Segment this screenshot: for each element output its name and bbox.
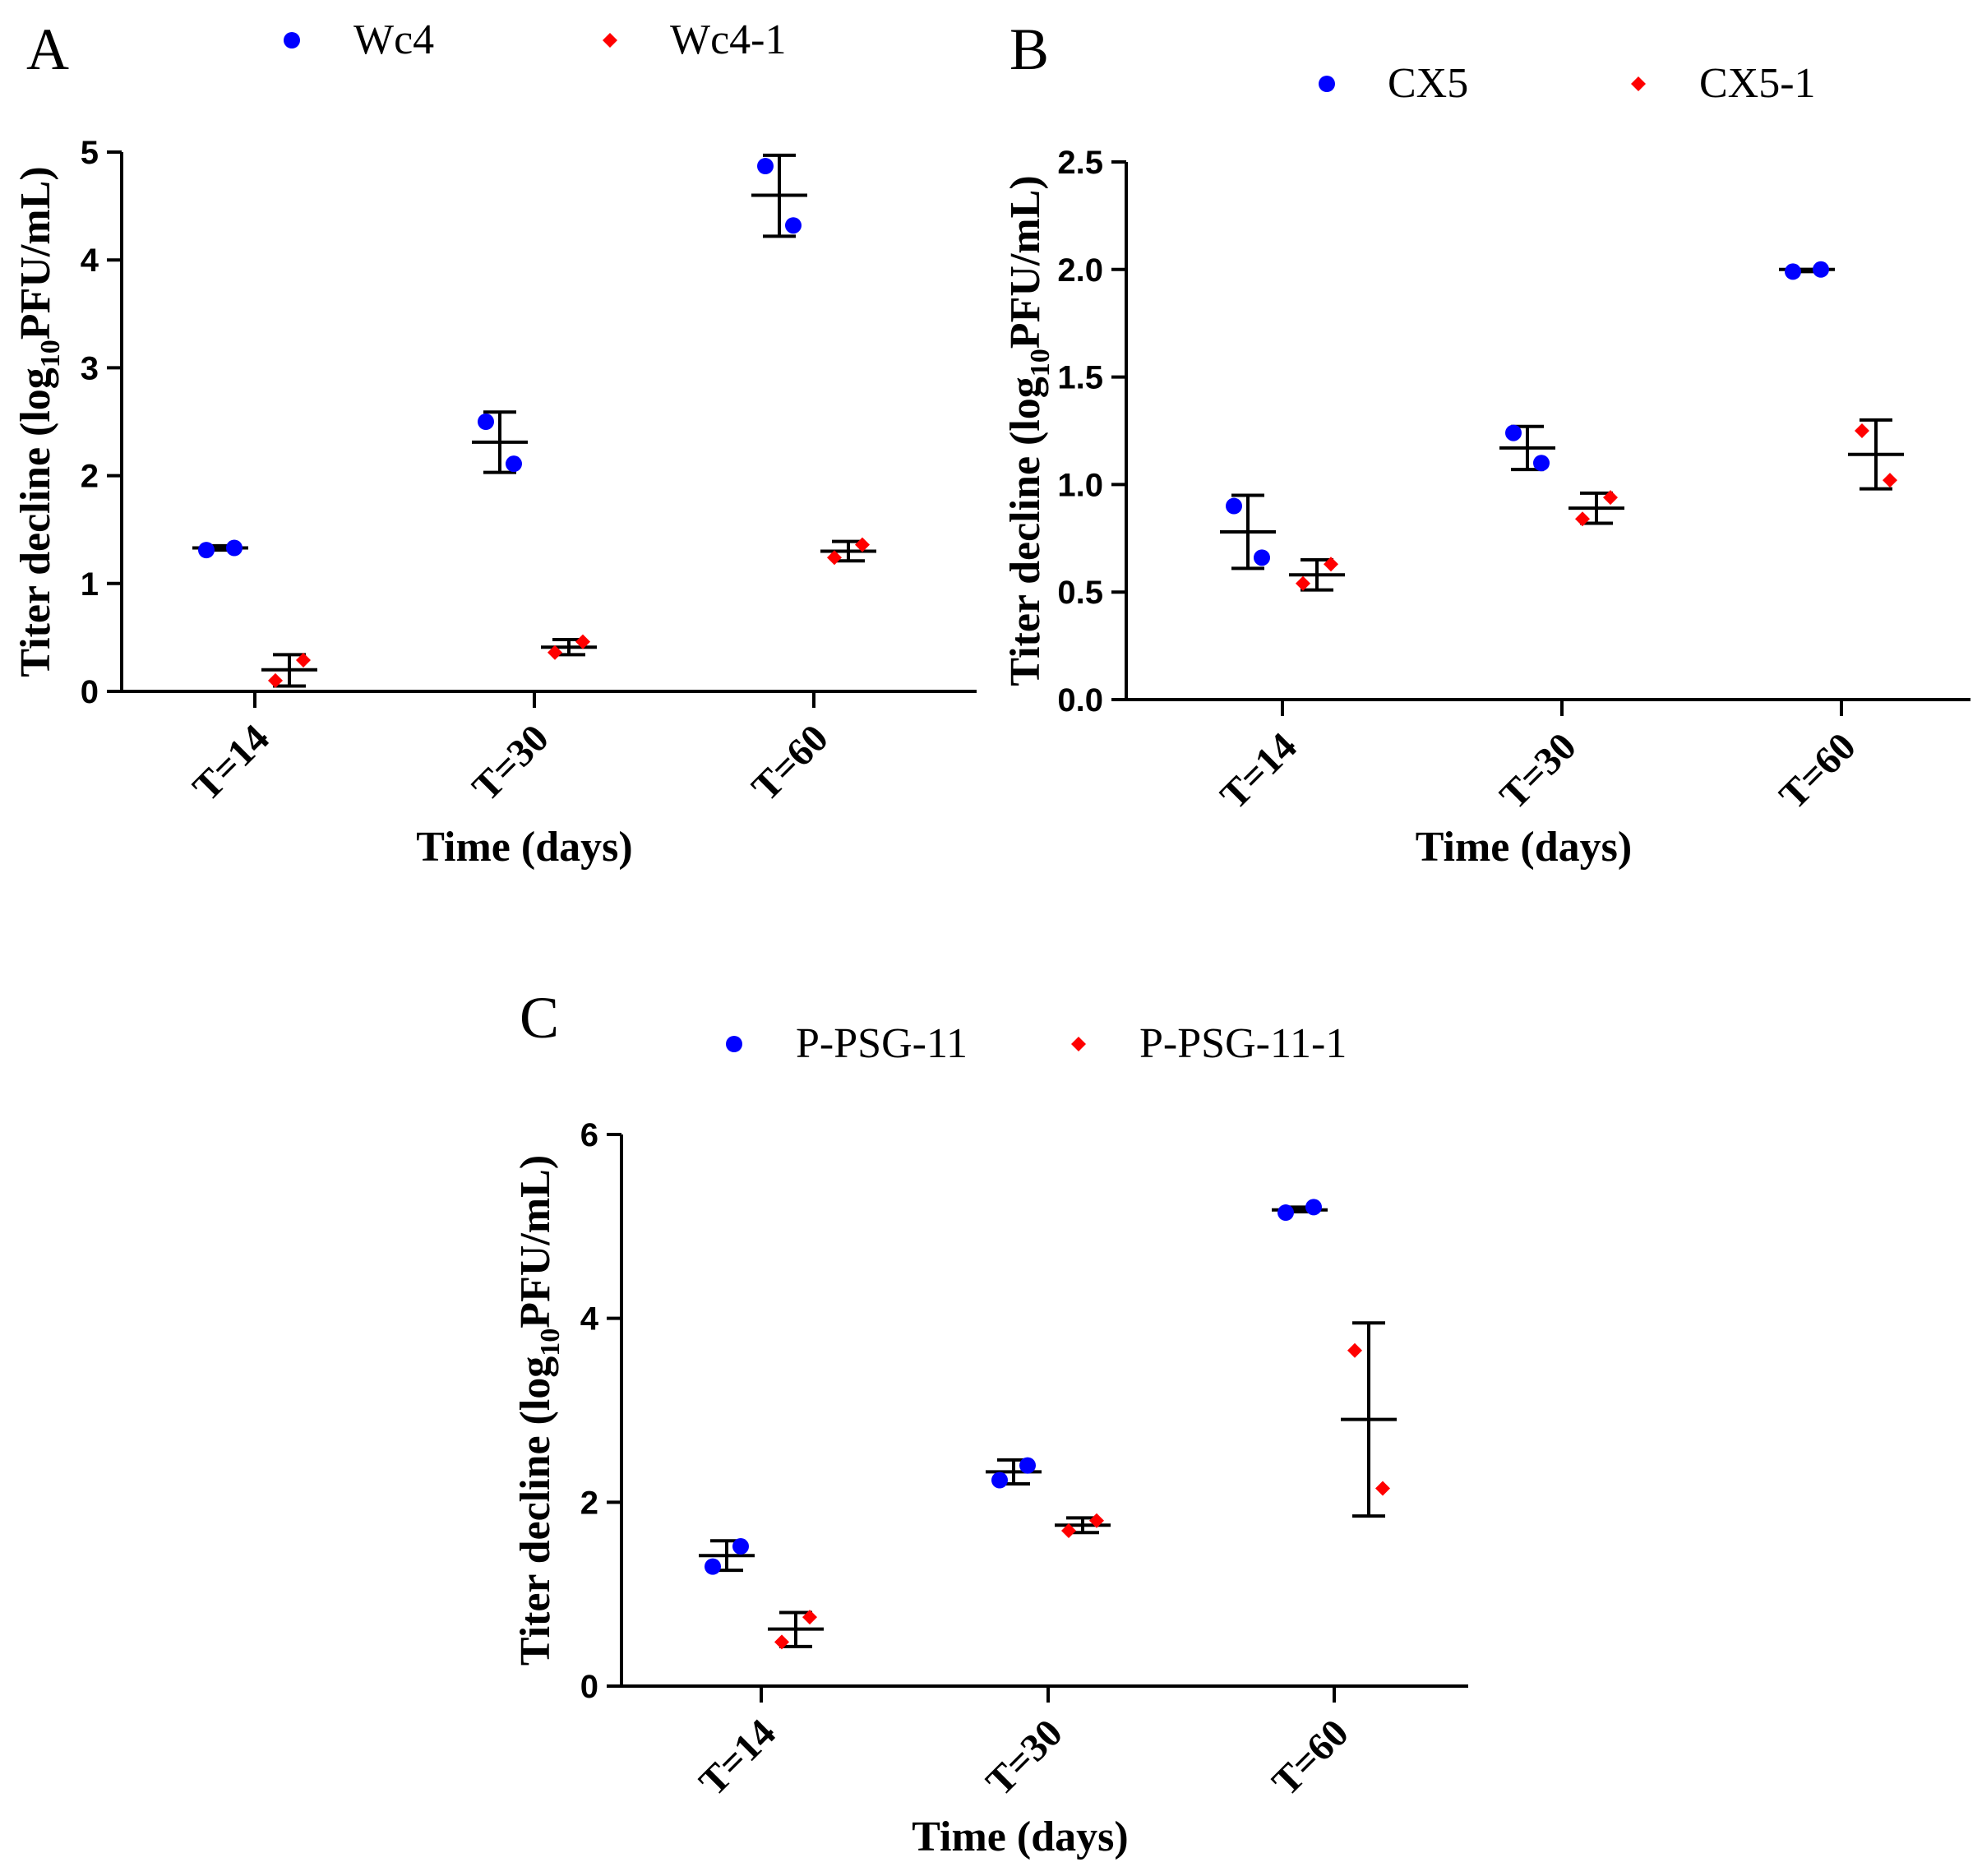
legend-label-1: CX5 xyxy=(1388,60,1468,107)
data-point xyxy=(506,455,522,473)
x-tick-label: T=60 xyxy=(1264,1711,1356,1804)
data-point xyxy=(226,539,243,557)
x-tick-label: T=30 xyxy=(977,1711,1070,1804)
data-point xyxy=(1226,497,1242,515)
panel-b: B CX5 CX5-1 0.0 0.5 1.0 1.5 2.0 2.5 T=14 T=30 T=60 T… xyxy=(1002,16,1970,871)
panel-letter: C xyxy=(520,985,559,1051)
legend-label-1: P-PSG-11 xyxy=(796,1020,968,1067)
data-point xyxy=(1855,423,1869,438)
data-point xyxy=(1375,1481,1390,1496)
y-tick-label: 2 xyxy=(81,459,99,495)
data-point xyxy=(991,1472,1008,1489)
data-point xyxy=(1883,473,1897,488)
x-tick-label: T=14 xyxy=(691,1711,783,1804)
legend-marker-2 xyxy=(1631,76,1646,91)
data-point xyxy=(268,672,283,688)
data-point xyxy=(1347,1342,1362,1358)
x-tick-label: T=30 xyxy=(1491,724,1584,817)
x-tick-label: T=30 xyxy=(464,716,557,809)
data-point xyxy=(478,414,494,430)
data-point xyxy=(1505,424,1522,441)
data-point xyxy=(575,634,590,649)
y-axis-label: Titer decline (log10PFU/mL) xyxy=(12,166,66,677)
data-point xyxy=(827,550,842,566)
data-point xyxy=(1575,511,1590,527)
x-axis-label: Time (days) xyxy=(416,824,632,871)
y-tick-label: 2.0 xyxy=(1057,252,1103,289)
legend-marker-1 xyxy=(1319,76,1335,92)
data-point xyxy=(1305,1199,1322,1216)
data-point xyxy=(1277,1204,1294,1222)
y-tick-label: 0 xyxy=(580,1669,598,1705)
panel-letter: B xyxy=(1009,16,1049,82)
y-tick-label: 2 xyxy=(580,1485,598,1521)
y-tick-label: 1 xyxy=(81,566,99,603)
legend-label-2: P-PSG-11-1 xyxy=(1139,1020,1347,1067)
legend-marker-1 xyxy=(284,32,300,49)
data-point xyxy=(1254,549,1270,566)
data-point xyxy=(1324,557,1338,572)
panel-c: C P-PSG-11 P-PSG-11-1 0 2 4 6 T=14 T=30 T=60 Titer… xyxy=(512,985,1468,1860)
data-point xyxy=(1089,1513,1104,1528)
data-point xyxy=(198,542,215,559)
y-tick-label: 6 xyxy=(580,1117,598,1153)
data-point xyxy=(1019,1457,1036,1474)
data-point xyxy=(1603,490,1618,506)
data-point xyxy=(296,652,311,668)
y-tick-label: 3 xyxy=(81,350,99,386)
y-tick-label: 0.0 xyxy=(1057,682,1103,719)
x-tick-label: T=14 xyxy=(184,716,277,809)
data-point xyxy=(1533,455,1550,472)
panel-letter: A xyxy=(26,16,69,82)
x-tick-label: T=14 xyxy=(1212,724,1305,817)
legend-marker-2 xyxy=(1071,1037,1086,1051)
y-tick-label: 1.0 xyxy=(1057,467,1103,503)
x-tick-label: T=60 xyxy=(743,716,836,809)
data-point xyxy=(705,1558,721,1575)
data-point xyxy=(1296,575,1310,591)
data-point xyxy=(785,217,802,234)
y-tick-label: 2.5 xyxy=(1057,145,1103,181)
y-tick-label: 4 xyxy=(580,1301,599,1338)
y-tick-label: 5 xyxy=(81,135,99,171)
y-tick-label: 0 xyxy=(81,674,99,710)
y-tick-label: 1.5 xyxy=(1057,360,1103,396)
data-point xyxy=(855,537,870,552)
data-point xyxy=(1061,1523,1076,1539)
data-point xyxy=(547,645,562,660)
data-point xyxy=(1813,261,1829,278)
panel-a: A Wc4 Wc4-1 0 1 2 3 4 5 T=14 T=30 T=60 Titer decline… xyxy=(12,16,977,871)
legend-marker-1 xyxy=(726,1036,742,1052)
y-tick-label: 0.5 xyxy=(1057,575,1103,611)
legend-marker-2 xyxy=(603,33,617,48)
y-axis-label: Titer decline (log10PFU/mL) xyxy=(1002,175,1056,686)
x-axis-label: Time (days) xyxy=(912,1814,1128,1860)
data-point xyxy=(757,158,774,175)
data-point xyxy=(774,1634,789,1650)
legend-label-1: Wc4 xyxy=(353,16,434,63)
data-point xyxy=(732,1538,749,1555)
x-tick-label: T=60 xyxy=(1771,724,1864,817)
data-point xyxy=(1785,263,1801,280)
y-axis-label: Titer decline (log10PFU/mL) xyxy=(512,1155,566,1666)
x-axis-label: Time (days) xyxy=(1416,824,1632,871)
legend-label-2: Wc4-1 xyxy=(670,16,786,63)
y-tick-label: 4 xyxy=(81,243,99,279)
legend-label-2: CX5-1 xyxy=(1699,60,1816,107)
data-point xyxy=(802,1610,817,1625)
